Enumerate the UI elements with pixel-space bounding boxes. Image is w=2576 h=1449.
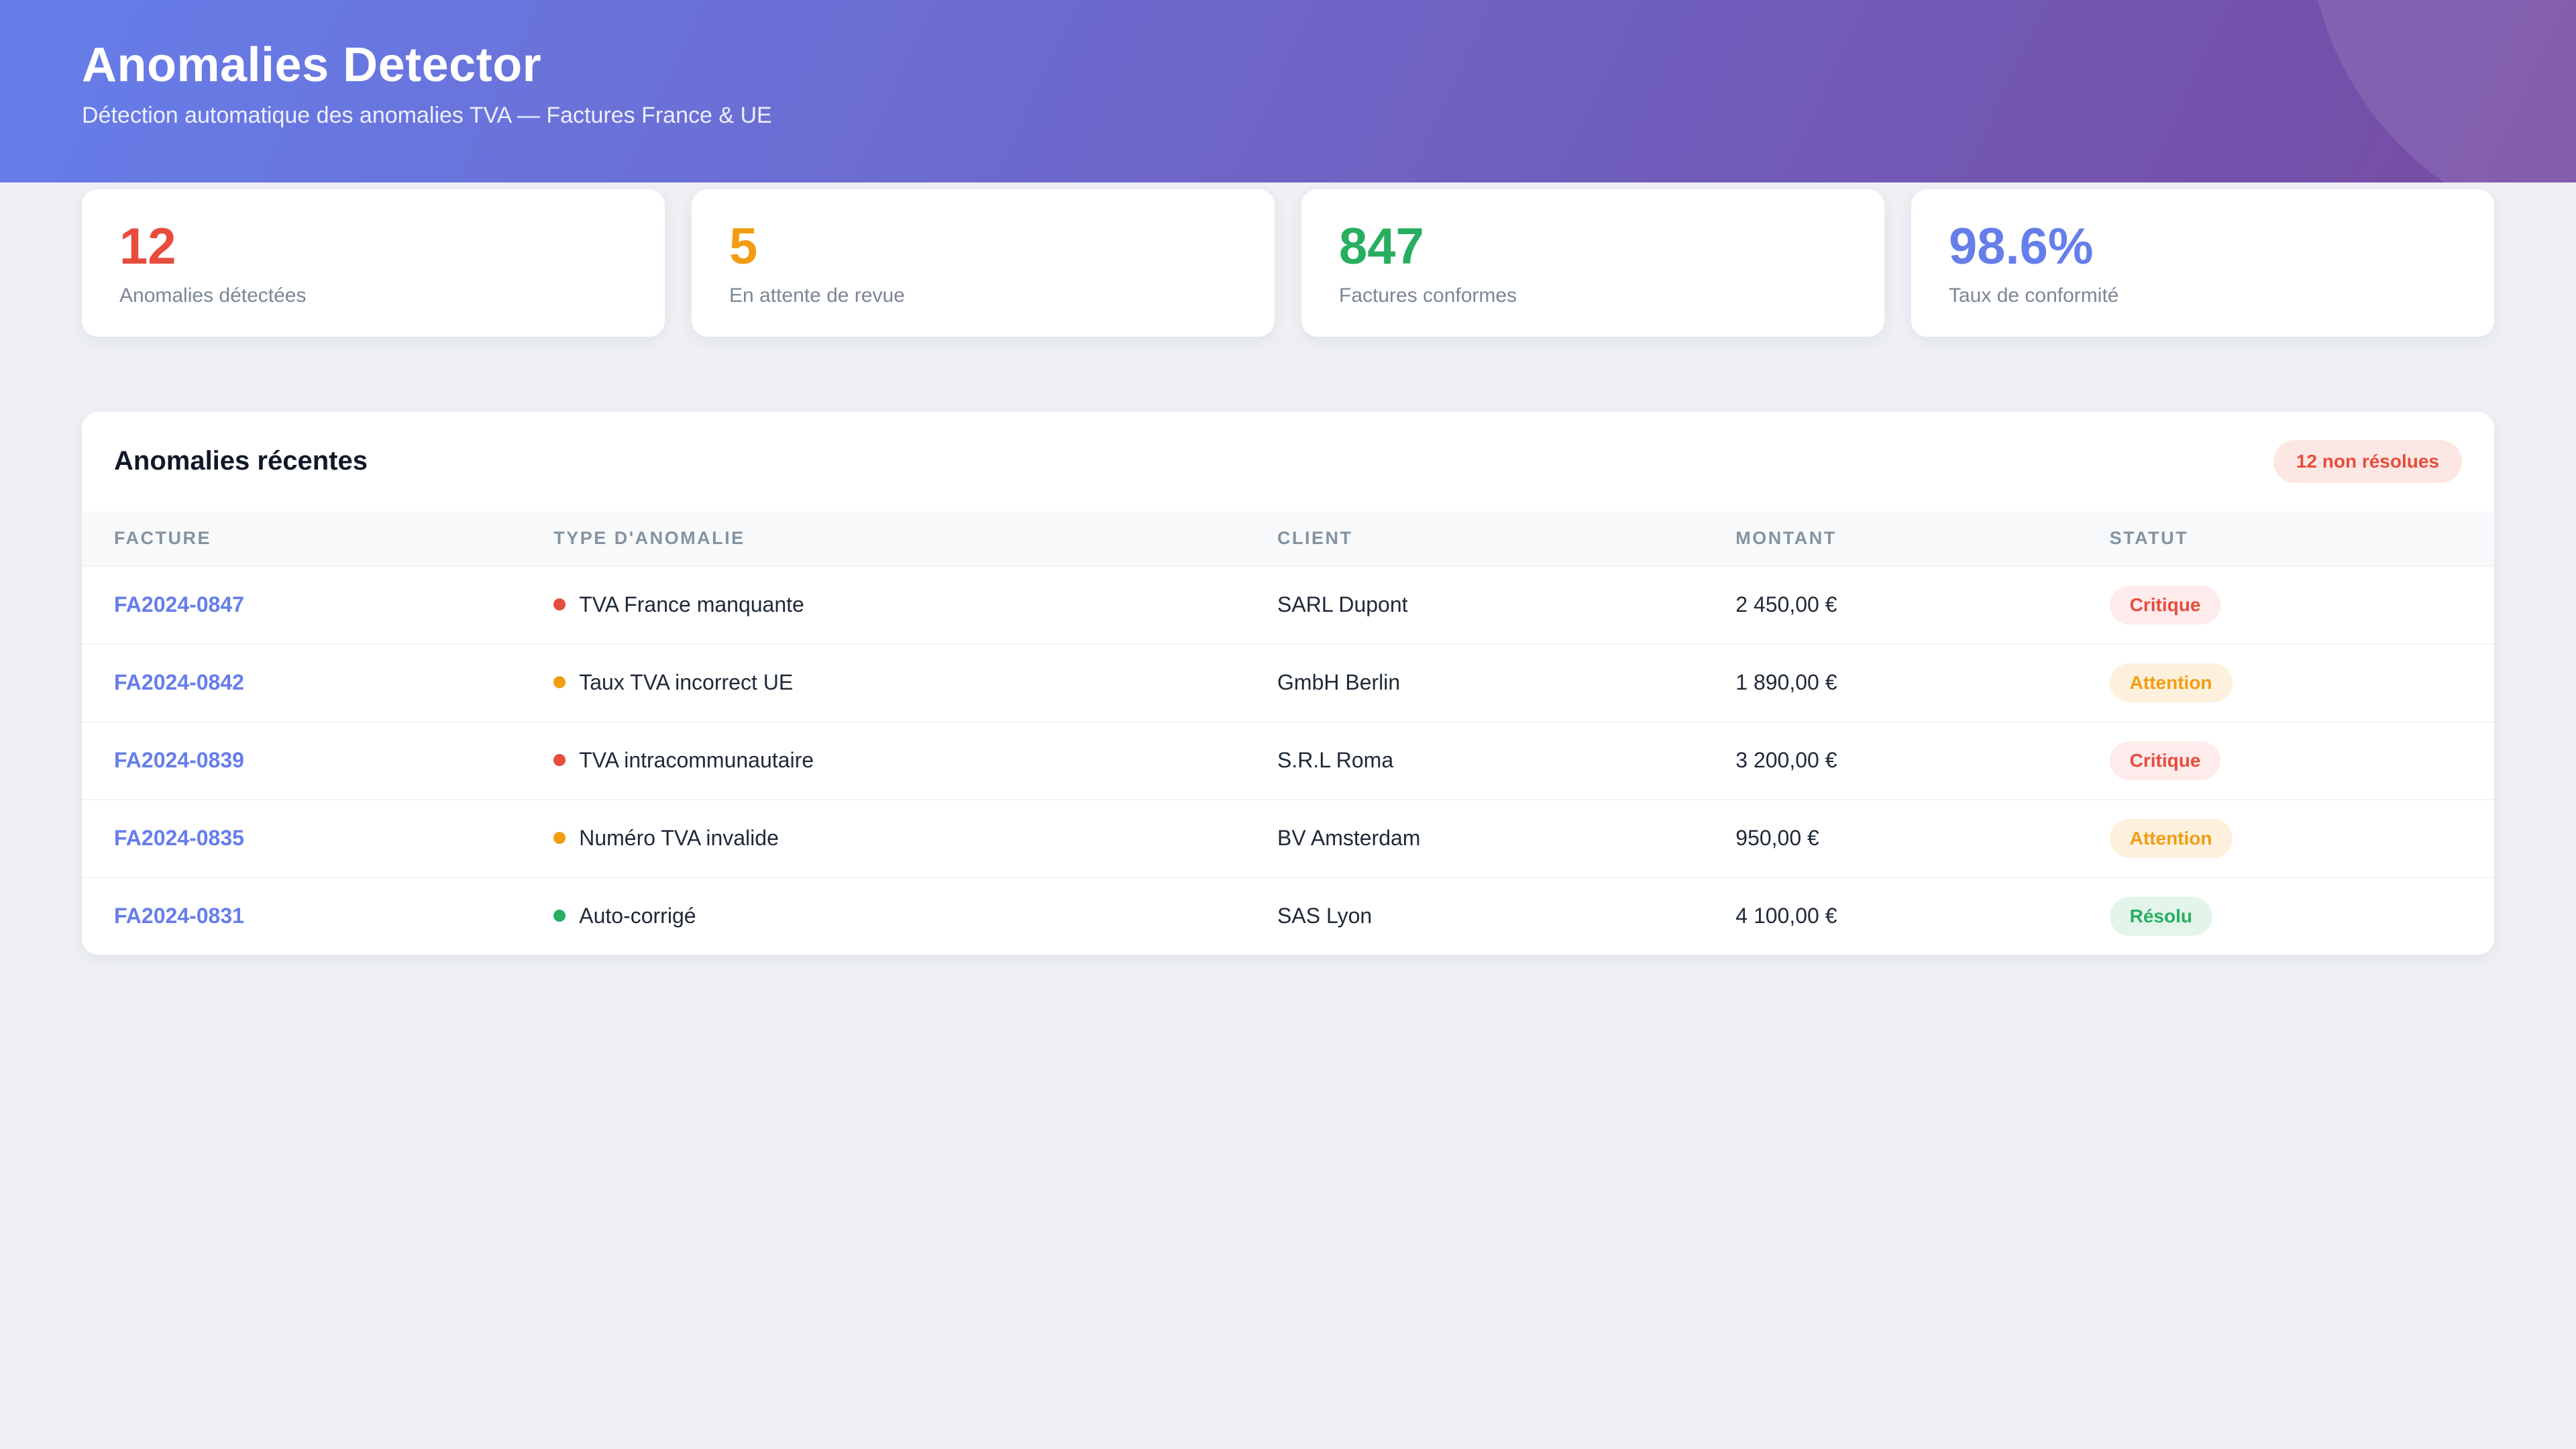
anomaly-type-label: TVA intracommunautaire [579,748,814,773]
status-cell: Résolu [2096,876,2494,955]
anomaly-type-cell: Taux TVA incorrect UE [540,643,1265,722]
client-cell: BV Amsterdam [1264,798,1723,877]
stat-card: 847 Factures conformes [1301,189,1884,337]
amount-cell: 950,00 € [1722,798,2096,877]
stat-value: 12 [119,218,176,275]
anomalies-panel: Anomalies récentes 12 non résolues FACTU… [82,411,2494,955]
table-row: FA2024-0839 TVA intracommunautaire S.R.L… [82,720,2494,800]
column-header-montant: MONTANT [1735,527,1837,548]
anomaly-type-cell: Auto-corrigé [540,876,1265,955]
amount-cell: 2 450,00 € [1722,565,2096,644]
stats-row: 12 Anomalies détectées 5 En attente de r… [82,189,2494,337]
invoice-link[interactable]: FA2024-0839 [114,748,244,773]
status-cell: Critique [2096,720,2494,800]
stat-card: 12 Anomalies détectées [82,189,665,337]
stat-label: Anomalies détectées [119,284,307,307]
column-header-type: TYPE D'ANOMALIE [553,527,745,548]
status-cell: Attention [2096,643,2494,722]
stat-label: Taux de conformité [1949,284,2119,307]
table-row: FA2024-0831 Auto-corrigé SAS Lyon 4 100,… [82,876,2494,955]
page-title: Anomalies Detector [82,38,542,92]
anomaly-type-cell: TVA France manquante [540,565,1265,644]
client-cell: S.R.L Roma [1264,720,1723,800]
anomaly-type-label: Auto-corrigé [579,904,696,928]
status-cell: Critique [2096,565,2494,644]
app-header: Anomalies Detector Détection automatique… [0,0,2576,182]
amount-cell: 4 100,00 € [1722,876,2096,955]
stat-value: 847 [1339,218,1424,275]
invoice-link[interactable]: FA2024-0847 [114,592,244,617]
amount-cell: 1 890,00 € [1722,643,2096,722]
facture-cell: FA2024-0835 [82,798,541,877]
invoice-link[interactable]: FA2024-0831 [114,904,244,928]
amount-cell: 3 200,00 € [1722,720,2096,800]
anomalies-panel-header: Anomalies récentes 12 non résolues [82,412,2494,511]
status-badge: Attention [2109,818,2233,858]
table-row: FA2024-0842 Taux TVA incorrect UE GmbH B… [82,643,2494,722]
page-subtitle: Détection automatique des anomalies TVA … [82,103,772,129]
column-header-facture: FACTURE [114,527,211,548]
table-row: FA2024-0847 TVA France manquante SARL Du… [82,565,2494,644]
severity-dot-icon [553,598,566,611]
facture-cell: FA2024-0831 [82,876,541,955]
severity-dot-icon [553,832,566,845]
stat-value: 5 [729,218,758,275]
status-badge: Critique [2109,585,2221,625]
client-cell: SAS Lyon [1264,876,1723,955]
status-badge: Résolu [2109,896,2212,936]
column-header-statut: STATUT [2109,527,2189,548]
anomaly-type-label: TVA France manquante [579,592,804,617]
facture-cell: FA2024-0842 [82,643,541,722]
invoice-link[interactable]: FA2024-0842 [114,670,244,695]
section-title: Anomalies récentes [114,446,368,476]
client-cell: SARL Dupont [1264,565,1723,644]
table-row: FA2024-0835 Numéro TVA invalide BV Amste… [82,798,2494,877]
facture-cell: FA2024-0839 [82,720,541,800]
table-header-row: FACTURE TYPE D'ANOMALIE CLIENT MONTANT S… [82,511,2494,566]
anomaly-type-cell: Numéro TVA invalide [540,798,1265,877]
invoice-link[interactable]: FA2024-0835 [114,826,244,851]
severity-dot-icon [553,910,566,922]
column-header-client: CLIENT [1277,527,1353,548]
severity-dot-icon [553,754,566,767]
stat-label: Factures conformes [1339,284,1517,307]
client-cell: GmbH Berlin [1264,643,1723,722]
stat-card: 98.6% Taux de conformité [1911,189,2494,337]
stat-label: En attente de revue [729,284,905,307]
stat-value: 98.6% [1949,218,2094,275]
status-badge: Attention [2109,663,2233,702]
anomaly-type-cell: TVA intracommunautaire [540,720,1265,800]
unresolved-count-badge: 12 non résolues [2273,439,2462,483]
facture-cell: FA2024-0847 [82,565,541,644]
stat-card: 5 En attente de revue [692,189,1275,337]
anomalies-table: FACTURE TYPE D'ANOMALIE CLIENT MONTANT S… [82,511,2494,955]
severity-dot-icon [553,676,566,689]
anomaly-type-label: Numéro TVA invalide [579,826,779,851]
status-badge: Critique [2109,741,2221,780]
status-cell: Attention [2096,798,2494,877]
anomaly-type-label: Taux TVA incorrect UE [579,670,794,695]
